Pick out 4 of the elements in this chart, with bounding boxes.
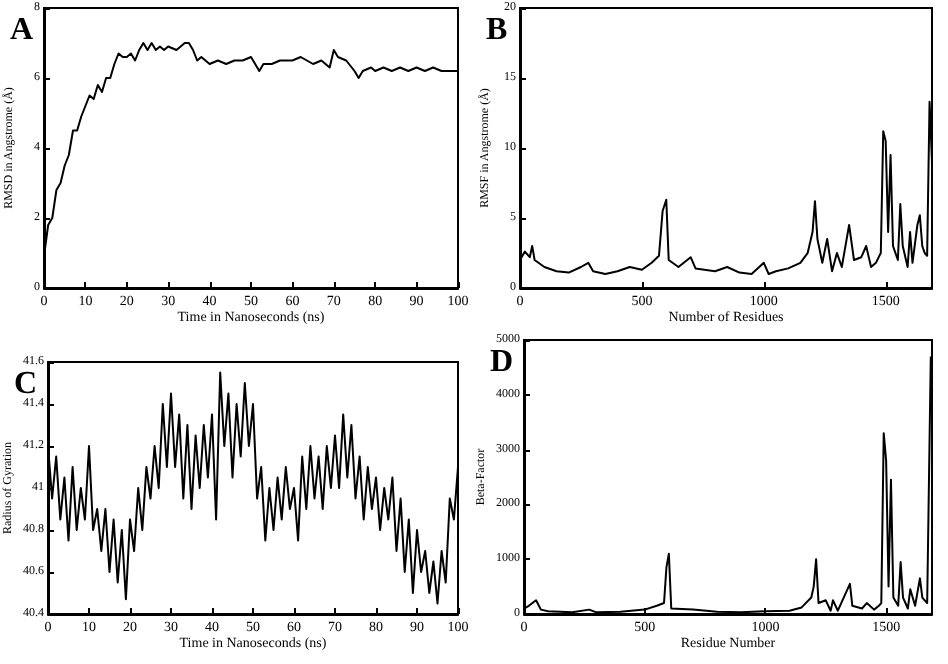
chart-title: C [14,367,38,401]
chart-title: D [490,345,514,379]
chart-title: B [486,13,508,47]
chart-title: A [10,13,34,47]
